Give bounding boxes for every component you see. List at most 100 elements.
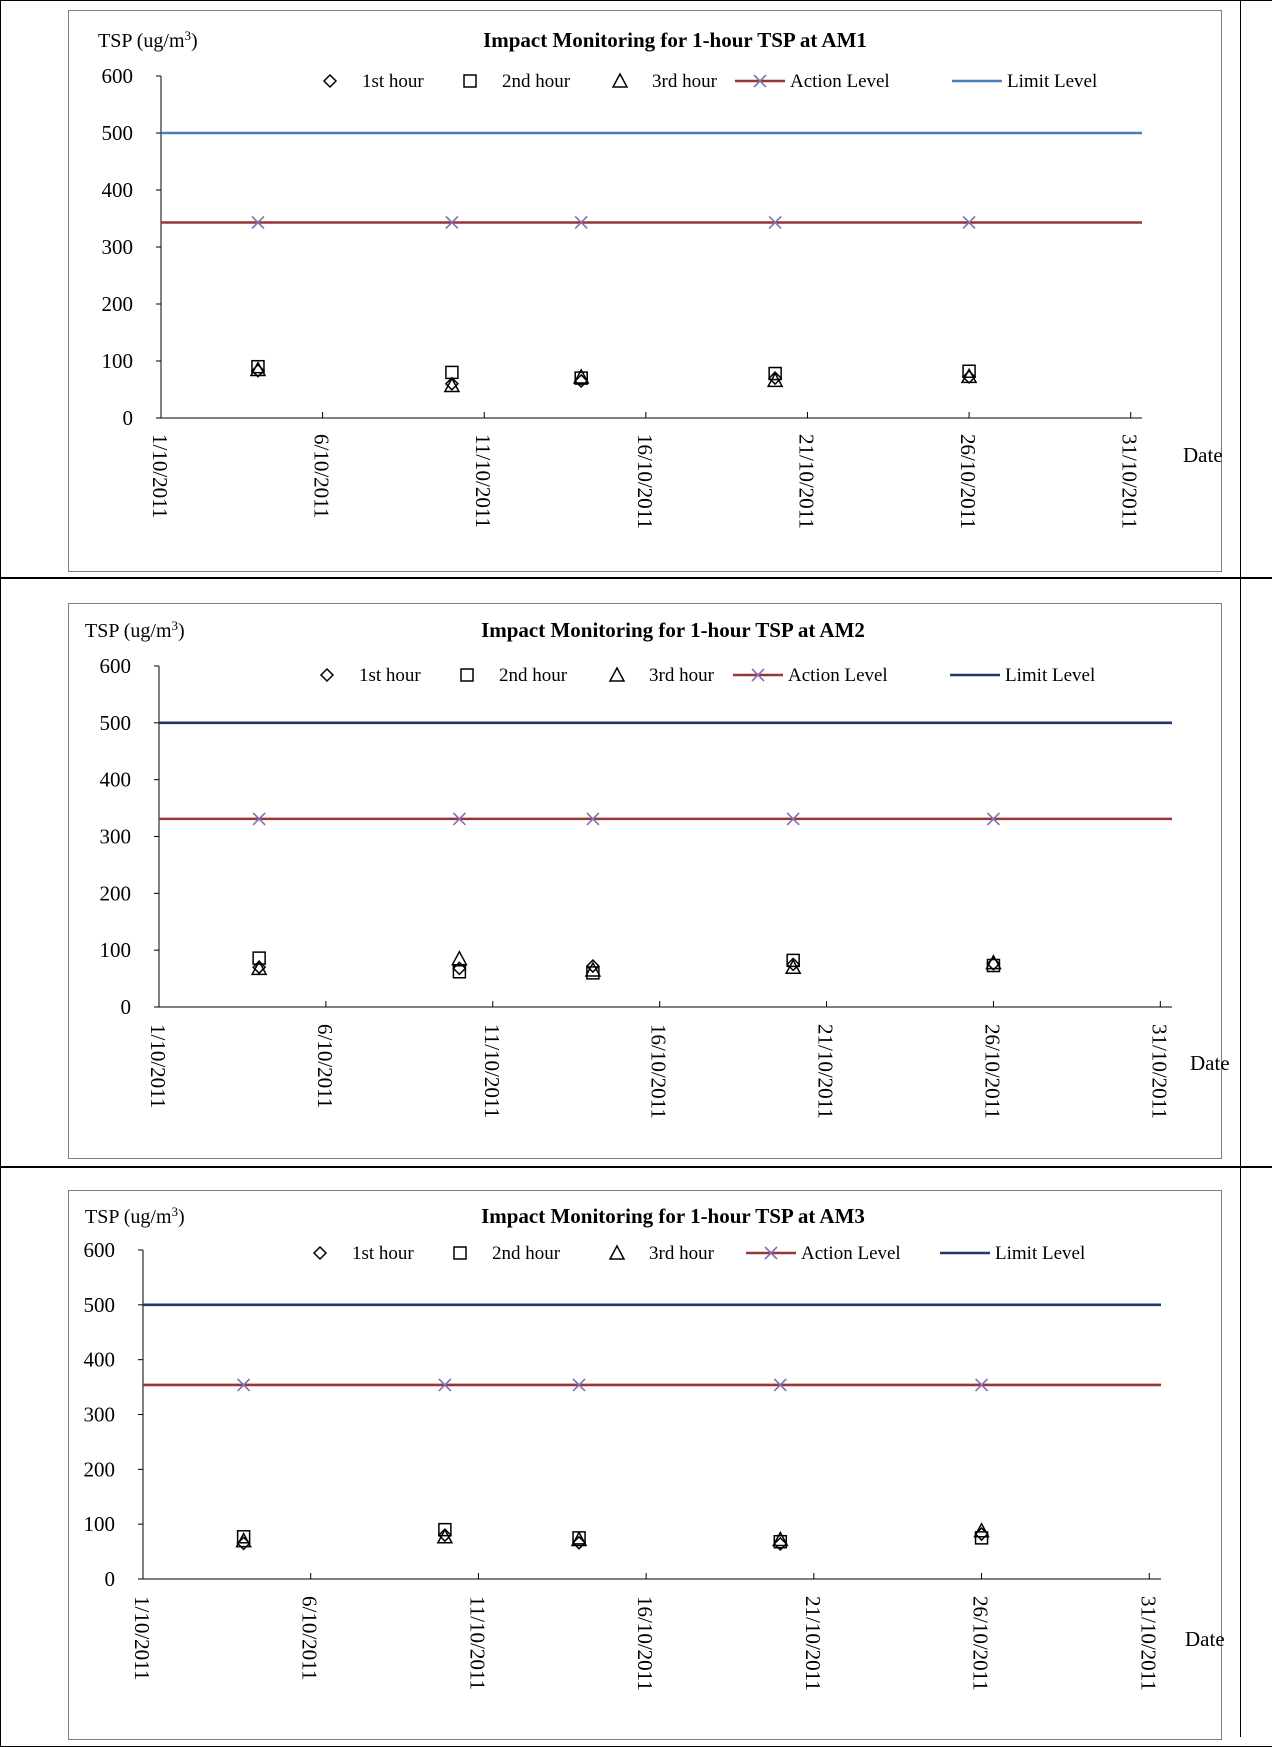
data-point-x-am2 <box>986 812 1000 826</box>
data-point-triangle-am1 <box>249 360 267 377</box>
y-tick-label-am1: 0 <box>123 406 134 430</box>
data-point-triangle-am2 <box>250 959 268 976</box>
data-point-square-am2 <box>786 953 800 968</box>
y-tick-label-am3: 600 <box>84 1238 116 1262</box>
data-point-x-am1 <box>251 215 265 230</box>
data-point-diamond-am3 <box>773 1536 788 1551</box>
y-tick-label-am1: 100 <box>102 349 134 373</box>
y-tick-label-am2: 0 <box>121 995 132 1019</box>
data-point-x-am2 <box>252 812 266 826</box>
legend-marker-am1 <box>753 74 767 88</box>
legend-marker-am1 <box>611 72 629 88</box>
data-point-x-am1 <box>962 215 976 230</box>
legend-marker-am1 <box>463 74 477 88</box>
data-point-triangle-am1 <box>572 368 590 384</box>
legend-label-am1: Action Level <box>790 71 890 92</box>
table-cell-am1 <box>0 0 1272 578</box>
x-tick-label-am2: 11/10/2011 <box>480 1024 504 1118</box>
data-point-x-am2 <box>786 812 800 826</box>
y-tick-label-am2: 500 <box>100 711 132 735</box>
data-point-triangle-am3 <box>235 1532 252 1548</box>
data-point-x-am1 <box>445 215 459 230</box>
legend-label-am3: 2nd hour <box>492 1243 561 1264</box>
data-point-triangle-am2 <box>451 950 468 966</box>
y-tick-label-am3: 0 <box>105 1567 116 1591</box>
y-tick-label-am1: 200 <box>102 292 134 316</box>
y-tick-label-am2: 200 <box>100 881 132 905</box>
legend-marker-am2 <box>319 667 335 683</box>
x-tick-label-am3: 11/10/2011 <box>465 1596 489 1690</box>
legend-label-am1: 1st hour <box>362 71 424 92</box>
y-tick-label-am3: 400 <box>84 1348 116 1372</box>
x-tick-label-am1: 1/10/2011 <box>148 434 172 518</box>
x-tick-label-am2: 6/10/2011 <box>313 1024 337 1108</box>
legend-label-am3: 3rd hour <box>649 1243 715 1264</box>
data-point-square-am1 <box>574 371 588 385</box>
data-point-square-am1 <box>251 359 265 374</box>
x-tick-label-am1: 21/10/2011 <box>794 434 818 529</box>
x-axis-label-am2: Date <box>1190 1051 1230 1075</box>
x-tick-label-am3: 21/10/2011 <box>801 1596 825 1691</box>
x-axis-label-am3: Date <box>1185 1627 1225 1651</box>
y-tick-label-am3: 300 <box>84 1403 116 1427</box>
data-point-triangle-am2 <box>784 958 802 974</box>
data-point-square-am1 <box>962 364 976 379</box>
chart-title-am1: Impact Monitoring for 1-hour TSP at AM1 <box>483 28 867 52</box>
data-point-triangle-am2 <box>584 961 602 977</box>
data-point-triangle-am3 <box>973 1522 990 1538</box>
y-tick-label-am1: 500 <box>102 121 134 145</box>
data-point-diamond-am2 <box>585 959 600 974</box>
table-column-divider <box>1240 0 1241 1737</box>
data-point-square-am2 <box>452 965 467 979</box>
legend-marker-am3 <box>608 1244 626 1260</box>
x-tick-label-am1: 11/10/2011 <box>471 434 495 528</box>
legend-label-am1: 3rd hour <box>652 71 718 92</box>
legend-marker-am3 <box>312 1245 328 1261</box>
legend-label-am2: 2nd hour <box>499 665 568 686</box>
data-point-square-am3 <box>438 1522 452 1537</box>
data-point-x-am3 <box>572 1378 586 1392</box>
y-axis-label-am3: TSP (ug/m3) <box>85 1204 185 1229</box>
y-tick-label-am3: 100 <box>84 1512 116 1536</box>
x-tick-label-am2: 16/10/2011 <box>647 1024 671 1119</box>
x-tick-label-am3: 31/10/2011 <box>1136 1596 1160 1691</box>
data-point-diamond-am3 <box>437 1528 452 1543</box>
data-point-triangle-am3 <box>772 1530 789 1547</box>
legend-label-am2: 3rd hour <box>649 665 715 686</box>
legend-label-am1: Limit Level <box>1007 71 1097 92</box>
x-tick-label-am3: 16/10/2011 <box>633 1596 657 1691</box>
y-tick-label-am2: 100 <box>100 938 132 962</box>
table-cell-am2 <box>0 578 1272 1167</box>
x-tick-label-am2: 31/10/2011 <box>1147 1024 1171 1119</box>
legend-marker-am2 <box>460 668 474 682</box>
data-point-x-am3 <box>974 1378 989 1392</box>
data-point-triangle-am3 <box>570 1530 588 1547</box>
data-point-square-am1 <box>445 365 459 380</box>
y-tick-label-am1: 600 <box>102 64 134 88</box>
legend-label-am2: Action Level <box>788 665 888 686</box>
x-tick-label-am3: 26/10/2011 <box>969 1596 993 1691</box>
data-point-diamond-am1 <box>768 371 783 386</box>
data-point-triangle-am2 <box>985 954 1002 970</box>
data-point-diamond-am1 <box>444 376 459 391</box>
x-tick-label-am1: 16/10/2011 <box>633 434 657 529</box>
x-tick-label-am1: 26/10/2011 <box>956 434 980 529</box>
y-tick-label-am1: 400 <box>102 178 134 202</box>
data-point-triangle-am3 <box>436 1528 454 1544</box>
x-tick-label-am1: 6/10/2011 <box>310 434 334 518</box>
legend-label-am3: 1st hour <box>352 1243 414 1264</box>
legend-label-am2: Limit Level <box>1005 665 1095 686</box>
legend-marker-am3 <box>764 1246 778 1260</box>
x-tick-label-am3: 1/10/2011 <box>130 1596 154 1680</box>
legend-label-am2: 1st hour <box>359 665 421 686</box>
y-tick-label-am2: 600 <box>100 654 132 678</box>
data-point-triangle-am1 <box>443 376 461 393</box>
data-point-x-am1 <box>768 215 782 230</box>
y-tick-label-am2: 300 <box>100 825 132 849</box>
y-tick-label-am1: 300 <box>102 235 134 259</box>
x-axis-label-am1: Date <box>1183 443 1223 467</box>
legend-marker-am3 <box>453 1246 467 1260</box>
data-point-x-am3 <box>438 1378 452 1392</box>
legend-label-am3: Limit Level <box>995 1243 1085 1264</box>
